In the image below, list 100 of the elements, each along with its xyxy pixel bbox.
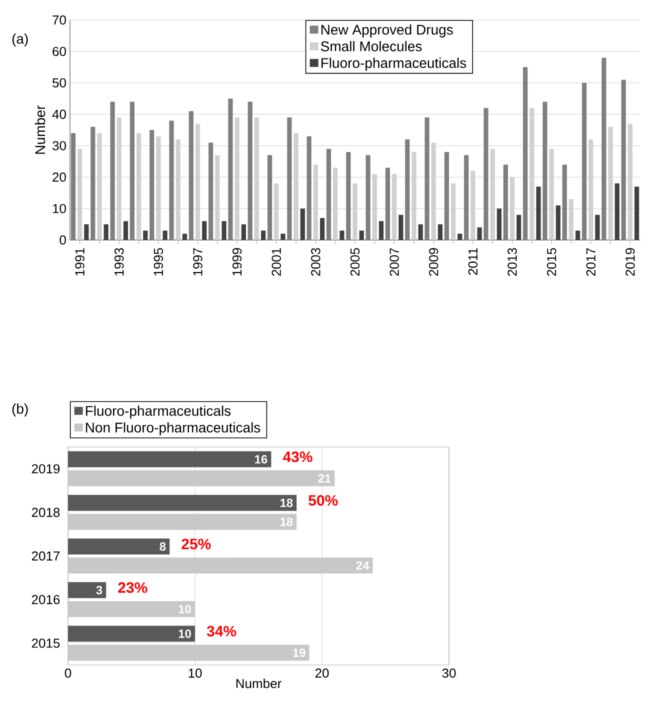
annotation: 23% — [118, 582, 148, 593]
bar — [385, 168, 390, 240]
bar — [412, 152, 416, 240]
bar — [458, 234, 462, 240]
legend-label: Fluoro-pharmaceuticals — [321, 58, 466, 71]
y-tick-label: 70 — [52, 15, 66, 25]
legend-label: New Approved Drugs — [321, 24, 453, 38]
bar — [90, 126, 96, 240]
bar — [84, 224, 89, 240]
bar — [542, 102, 548, 240]
y-tick-label: 20 — [52, 172, 66, 182]
bar — [346, 152, 351, 240]
x-tick-label: 1999 — [232, 248, 242, 276]
annotation: 34% — [206, 626, 236, 637]
bar — [516, 214, 522, 240]
x-tick-label: 20 — [315, 668, 329, 678]
x-tick-label: 1997 — [193, 248, 202, 276]
y-tick-label: 2019 — [32, 464, 60, 474]
bar — [522, 67, 528, 240]
x-tick-label: 2003 — [311, 248, 320, 276]
bar — [143, 230, 148, 240]
bar — [68, 626, 195, 642]
bar — [359, 230, 364, 240]
bar — [496, 208, 502, 240]
bar — [150, 130, 154, 240]
x-tick-label: 2007 — [390, 248, 399, 276]
x-axis-title: Number — [236, 678, 282, 688]
annotation: 43% — [282, 451, 312, 462]
legend-label: Non Fluoro-pharmaceuticals — [86, 422, 260, 436]
bar — [484, 108, 488, 240]
bar — [176, 139, 180, 240]
y-tick-label: 60 — [52, 46, 66, 56]
y-tick-label: 50 — [52, 78, 66, 88]
bar — [136, 133, 142, 240]
bar — [280, 234, 286, 240]
y-axis-title: Number — [34, 105, 46, 154]
bar — [366, 155, 370, 240]
data-label: 10 — [178, 629, 191, 638]
bar — [274, 183, 279, 240]
bar — [549, 148, 554, 240]
annotation: 50% — [308, 495, 338, 506]
x-tick-label: 2013 — [508, 248, 517, 276]
bar — [182, 234, 188, 240]
bar — [602, 58, 606, 240]
bar — [477, 227, 482, 240]
bar — [70, 133, 76, 240]
y-tick-label: 30 — [52, 141, 66, 150]
bar — [503, 164, 508, 240]
bar — [104, 224, 108, 240]
x-tick-label: 2001 — [272, 248, 281, 276]
y-tick-label: 10 — [52, 204, 66, 214]
bar — [340, 230, 344, 240]
x-tick-label: 2015 — [546, 248, 556, 276]
data-label: 18 — [280, 498, 293, 508]
y-tick-label: 2015 — [32, 638, 60, 648]
bar — [234, 117, 240, 240]
bar — [267, 155, 272, 240]
bar — [418, 224, 423, 240]
bar — [68, 538, 170, 555]
bar — [313, 164, 318, 240]
data-label: 8 — [160, 542, 166, 551]
bar — [294, 133, 298, 240]
bar — [169, 120, 174, 240]
bar — [621, 80, 626, 240]
bar — [595, 214, 600, 240]
bar — [352, 183, 358, 240]
bar — [576, 230, 580, 240]
y-tick-label: 2018 — [32, 508, 60, 518]
bar — [222, 221, 226, 240]
bar — [568, 199, 574, 240]
bar — [320, 218, 325, 240]
bar — [110, 102, 115, 240]
bar — [556, 205, 560, 240]
bar — [130, 102, 134, 240]
bar — [326, 148, 332, 240]
bar — [228, 98, 233, 240]
bar — [424, 117, 430, 240]
y-tick-label: 2016 — [32, 594, 60, 604]
bar — [608, 126, 613, 240]
bar — [614, 183, 620, 240]
bar — [634, 186, 640, 240]
bar — [300, 208, 305, 240]
bar — [215, 155, 220, 240]
bar — [188, 111, 194, 240]
bar — [68, 451, 272, 468]
y-tick-label: 40 — [52, 110, 66, 119]
bar — [372, 174, 377, 240]
x-tick-label: 2017 — [586, 248, 596, 276]
bar — [510, 177, 515, 240]
bar — [470, 170, 476, 240]
text: (a) — [12, 33, 28, 47]
x-tick-label: 2011 — [468, 248, 478, 275]
bar — [68, 582, 106, 598]
bar — [248, 102, 252, 240]
legend-label: Fluoro-pharmaceuticals — [86, 406, 231, 419]
x-tick-label: 2009 — [429, 248, 438, 276]
legend-label: Small Molecules — [320, 41, 422, 52]
bar — [530, 108, 534, 240]
x-tick-label: 2005 — [350, 248, 360, 276]
bar — [97, 133, 102, 240]
